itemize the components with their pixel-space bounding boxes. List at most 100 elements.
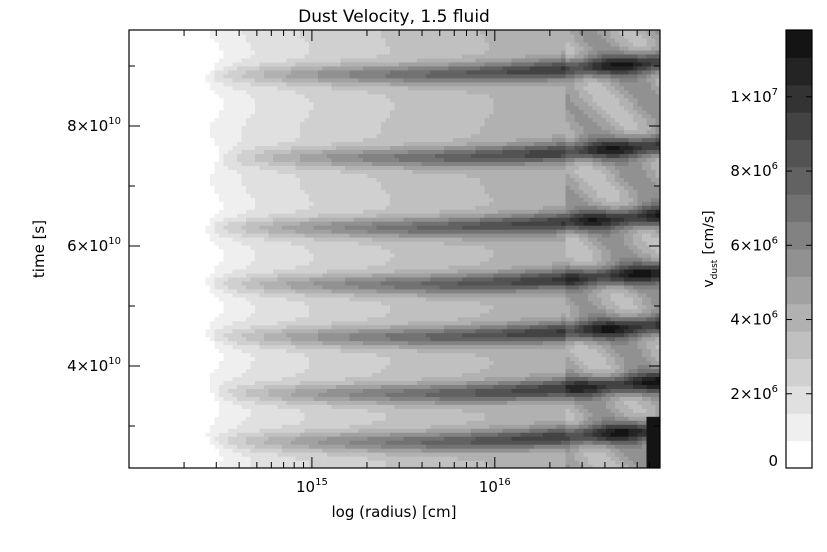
heatmap-cell	[210, 308, 216, 314]
heatmap-cell	[322, 221, 328, 226]
heatmap-cell	[313, 193, 319, 198]
heatmap-cell	[313, 181, 319, 186]
heatmap-cell	[241, 213, 247, 218]
heatmap-cell	[223, 364, 229, 370]
heatmap-cell	[228, 185, 234, 190]
heatmap-cell	[264, 380, 270, 385]
heatmap-cell	[246, 49, 252, 55]
heatmap-cell	[309, 392, 315, 397]
heatmap-cell	[313, 145, 319, 151]
heatmap-cell	[300, 181, 306, 186]
heatmap-cell	[165, 181, 171, 186]
heatmap-cell	[241, 308, 247, 314]
heatmap-cell	[151, 97, 157, 103]
heatmap-cell	[214, 356, 220, 362]
heatmap-cell	[205, 412, 211, 417]
heatmap-cell	[151, 205, 157, 210]
heatmap-cell	[165, 452, 171, 457]
heatmap-cell	[313, 233, 319, 238]
heatmap-cell	[327, 245, 333, 250]
heatmap-cell	[259, 440, 265, 445]
heatmap-cell	[201, 420, 207, 425]
heatmap-cell	[259, 432, 265, 437]
heatmap-cell	[309, 408, 315, 413]
heatmap-cell	[255, 332, 261, 338]
heatmap-cell	[214, 376, 220, 381]
heatmap-cell	[246, 280, 252, 286]
heatmap-cell	[246, 276, 252, 282]
heatmap-cell	[295, 153, 301, 159]
heatmap-cell	[133, 392, 139, 397]
heatmap-cell	[309, 284, 315, 290]
heatmap-cell	[282, 77, 288, 83]
heatmap-cell	[178, 201, 184, 206]
heatmap-cell	[201, 33, 207, 39]
heatmap-cell	[277, 169, 283, 174]
heatmap-cell	[237, 197, 243, 202]
heatmap-cell	[255, 133, 261, 139]
heatmap-cell	[147, 133, 153, 139]
heatmap-cell	[232, 153, 238, 159]
heatmap-cell	[183, 268, 189, 274]
heatmap-cell	[205, 97, 211, 103]
heatmap-cell	[169, 396, 175, 401]
heatmap-cell	[196, 344, 202, 350]
heatmap-cell	[304, 404, 310, 409]
heatmap-cell	[291, 344, 297, 350]
heatmap-cell	[318, 332, 324, 338]
heatmap-cell	[196, 69, 202, 75]
heatmap-cell	[219, 81, 225, 87]
heatmap-cell	[156, 364, 162, 370]
heatmap-cell	[183, 153, 189, 159]
heatmap-cell	[205, 173, 211, 178]
heatmap-cell	[223, 324, 229, 330]
heatmap-cell	[165, 268, 171, 274]
heatmap-cell	[196, 145, 202, 151]
heatmap-cell	[219, 205, 225, 210]
heatmap-cell	[156, 137, 162, 143]
heatmap-cell	[196, 241, 202, 246]
heatmap-cell	[268, 137, 274, 143]
heatmap-cell	[228, 384, 234, 389]
heatmap-cell	[201, 225, 207, 230]
heatmap-cell	[273, 37, 279, 43]
heatmap-cell	[214, 320, 220, 326]
heatmap-cell	[246, 241, 252, 246]
heatmap-cell	[309, 280, 315, 286]
heatmap-cell	[300, 264, 306, 270]
heatmap-cell	[327, 404, 333, 409]
heatmap-cell	[174, 360, 180, 366]
heatmap-cell	[151, 348, 157, 354]
heatmap-cell	[129, 225, 135, 230]
heatmap-cell	[304, 384, 310, 389]
heatmap-cell	[241, 73, 247, 79]
heatmap-cell	[250, 412, 256, 417]
heatmap-cell	[295, 233, 301, 238]
heatmap-cell	[273, 105, 279, 111]
heatmap-cell	[300, 440, 306, 445]
heatmap-cell	[277, 37, 283, 43]
heatmap-cell	[160, 280, 166, 286]
heatmap-cell	[129, 440, 135, 445]
heatmap-cell	[210, 73, 216, 79]
heatmap-cell	[322, 428, 328, 433]
heatmap-cell	[160, 308, 166, 314]
heatmap-cell	[246, 328, 252, 334]
heatmap-cell	[192, 181, 198, 186]
heatmap-cell	[282, 372, 288, 378]
heatmap-cell	[232, 260, 238, 266]
heatmap-cell	[268, 340, 274, 346]
heatmap-cell	[282, 169, 288, 174]
heatmap-cell	[304, 260, 310, 266]
heatmap-cell	[151, 408, 157, 413]
heatmap-cell	[295, 340, 301, 346]
heatmap-cell	[192, 372, 198, 378]
heatmap-cell	[129, 276, 135, 282]
heatmap-cell	[196, 428, 202, 433]
heatmap-cell	[327, 460, 333, 465]
heatmap-cell	[264, 141, 270, 147]
heatmap-cell	[327, 452, 333, 457]
heatmap-cell	[151, 412, 157, 417]
heatmap-cell	[255, 272, 261, 278]
heatmap-cell	[250, 221, 256, 226]
